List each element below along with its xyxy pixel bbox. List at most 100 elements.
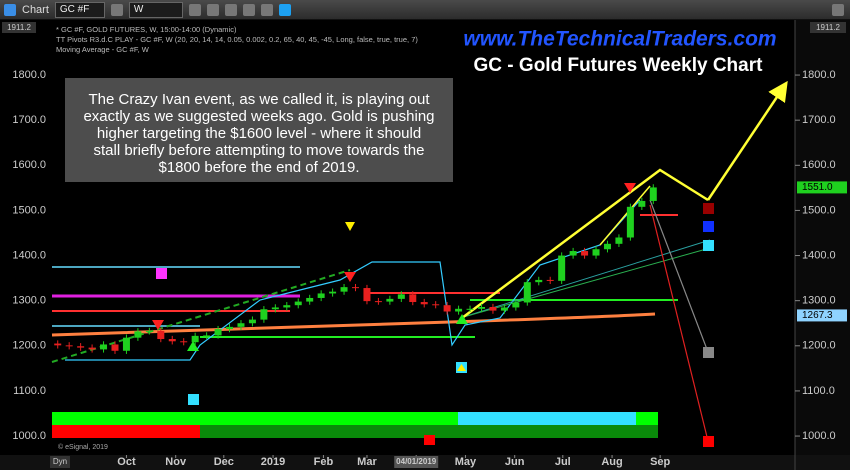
tool-button[interactable] — [260, 3, 273, 16]
y-tick-label: 1700.0 — [12, 114, 46, 126]
y-tick-label: 1400.0 — [802, 249, 836, 261]
candle-body — [363, 288, 371, 302]
candle-body — [88, 347, 96, 350]
tool-button[interactable] — [206, 3, 219, 16]
symbol-input[interactable]: GC #F — [54, 1, 105, 18]
candle-body — [329, 291, 337, 294]
price-label: 1267.3 — [802, 310, 833, 321]
chart-title: GC - Gold Futures Weekly Chart — [474, 55, 764, 76]
candle-body — [340, 287, 348, 292]
x-tick-label: 04/01/2019 — [396, 457, 437, 466]
window-button[interactable] — [832, 3, 844, 16]
tool-button[interactable] — [242, 3, 255, 16]
candle-body — [558, 255, 566, 281]
link-button[interactable] — [110, 3, 123, 16]
x-tick-label: Aug — [601, 456, 622, 468]
candle-body — [306, 297, 314, 302]
y-tick-label: 1700.0 — [802, 114, 836, 126]
candle-body — [638, 200, 646, 207]
candle-body — [420, 302, 428, 305]
legend-line: TT Pivots R3.d.C PLAY - GC #F, W (20, 20… — [56, 35, 418, 44]
y-tick-label: 1500.0 — [802, 204, 836, 216]
top-label: 1911.2 — [7, 23, 31, 32]
y-tick-label: 1000.0 — [12, 430, 46, 442]
candle-body — [111, 344, 119, 351]
candle-body — [374, 301, 382, 303]
x-tick-label: Sep — [650, 456, 670, 468]
candle-body — [386, 298, 394, 302]
candle-body — [455, 308, 463, 312]
x-tick-label: Nov — [165, 456, 187, 468]
candle-body — [649, 187, 657, 201]
top-label: 1911.2 — [816, 23, 840, 32]
candle-body — [443, 305, 451, 312]
y-tick-label: 1100.0 — [802, 385, 835, 397]
candle-body — [432, 304, 440, 306]
candle-body — [352, 287, 360, 289]
annotation-line: exactly as we suggested weeks ago. Gold … — [83, 108, 434, 125]
candle-body — [500, 307, 508, 311]
x-tick-label: Dec — [214, 456, 234, 468]
y-tick-label: 1600.0 — [12, 159, 46, 171]
candle-body — [226, 326, 234, 330]
candle-body — [168, 339, 176, 342]
price-label: 1551.0 — [802, 182, 833, 193]
y-tick-label: 1300.0 — [802, 295, 836, 307]
candle-body — [77, 346, 85, 348]
x-tick-label: Feb — [314, 456, 334, 468]
x-tick-label: Mar — [357, 456, 377, 468]
candle-body — [237, 323, 245, 327]
interval-select[interactable]: W — [128, 1, 183, 18]
candle-body — [397, 294, 405, 299]
tool-button[interactable] — [224, 3, 237, 16]
legend-line: * GC #F, GOLD FUTURES, W, 15:00-14:00 (D… — [56, 25, 237, 34]
candle-body — [100, 344, 108, 350]
annotation-line: higher targeting the $1600 level - where… — [97, 125, 421, 142]
y-tick-label: 1400.0 — [12, 249, 46, 261]
candle-body — [546, 279, 554, 281]
annotation-line: The Crazy Ivan event, as we called it, i… — [88, 91, 430, 108]
tool-button[interactable] — [188, 3, 201, 16]
candle-body — [54, 343, 62, 346]
candle-body — [569, 251, 577, 256]
x-tick-label: Oct — [117, 456, 136, 468]
candle-body — [260, 309, 268, 320]
candle-body — [294, 301, 302, 306]
candle-body — [466, 308, 474, 310]
price-label-box — [797, 181, 847, 194]
chart-icon — [4, 3, 16, 16]
y-tick-label: 1100.0 — [13, 385, 46, 397]
x-tick-label: Jun — [505, 456, 525, 468]
candle-body — [203, 335, 211, 337]
top-label-box — [810, 22, 846, 33]
y-tick-label: 1300.0 — [12, 295, 46, 307]
share-button[interactable] — [278, 3, 291, 16]
annotation-line: stall briefly before attempting to move … — [94, 142, 425, 159]
toolbar-title: Chart — [22, 3, 49, 16]
y-tick-label: 1500.0 — [12, 204, 46, 216]
toolbar: Chart GC #F W — [0, 0, 850, 20]
candle-body — [512, 302, 520, 308]
y-tick-label: 1200.0 — [802, 340, 836, 352]
candle-body — [145, 330, 153, 332]
annotation-box — [65, 78, 453, 182]
right-axis-area — [795, 20, 850, 470]
legend-line: Moving Average - GC #F, W — [56, 45, 150, 54]
x-cursor-box — [394, 456, 439, 468]
candle-body — [615, 237, 623, 244]
candle-body — [535, 279, 543, 283]
candle-body — [248, 319, 256, 324]
candle-body — [409, 294, 417, 303]
candle-body — [626, 206, 634, 238]
x-tick-label: 2019 — [261, 456, 285, 468]
candle-body — [581, 251, 589, 256]
candle-body — [65, 345, 73, 347]
candle-body — [214, 329, 222, 336]
corner-label: Dyn — [53, 457, 67, 466]
annotation-line: $1800 before the end of 2019. — [158, 159, 359, 176]
candle-body — [157, 330, 165, 340]
candle-body — [592, 249, 600, 256]
candle-body — [191, 335, 199, 343]
